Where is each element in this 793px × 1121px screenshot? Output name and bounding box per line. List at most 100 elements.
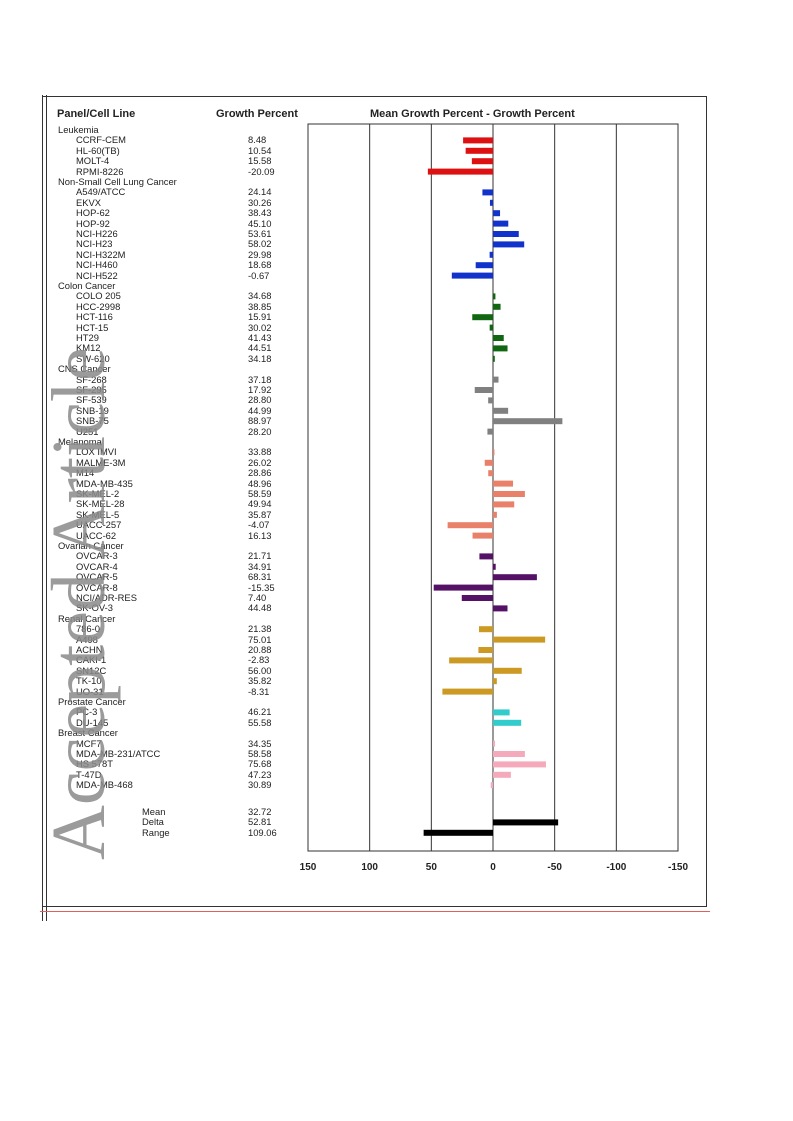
bar-ekvx	[489, 199, 493, 206]
x-tick-label: 150	[299, 862, 317, 873]
bar-nci-h226	[493, 231, 519, 237]
growth-percent-value: 30.89	[248, 779, 272, 791]
bar-m14	[488, 470, 493, 477]
growth-percent-value: 68.31	[248, 571, 272, 583]
cell-line-label: T-47D	[76, 768, 102, 780]
growth-percent-value: 34.35	[248, 737, 272, 749]
x-tick-label: -150	[667, 862, 689, 873]
bar-ovcar-8	[433, 584, 493, 591]
cell-line-label: MALME-3M	[76, 456, 126, 468]
bar-malme-3m	[484, 459, 493, 466]
growth-percent-value: 37.18	[248, 373, 272, 385]
cell-line-label: SK-OV-3	[76, 602, 113, 614]
growth-percent-value: 28.20	[248, 425, 272, 437]
growth-percent-value: 33.88	[248, 446, 272, 458]
bar-nci-adr-res	[461, 595, 493, 601]
cell-line-label: TK-10	[76, 675, 102, 687]
summary-label: Delta	[142, 816, 164, 828]
bar-hop-62	[493, 210, 501, 217]
frame-right	[706, 96, 707, 906]
cell-line-label: EKVX	[76, 196, 102, 208]
cell-line-label: U251	[76, 425, 99, 437]
cell-line-label: ACHN	[76, 644, 103, 655]
x-tick-label: -100	[606, 862, 627, 873]
bar-ovcar-5	[493, 574, 537, 581]
cell-line-label: HCT-15	[76, 321, 109, 333]
growth-percent-value: 88.97	[248, 415, 272, 427]
growth-percent-value: 20.88	[248, 644, 272, 655]
growth-percent-value: 49.94	[248, 498, 272, 510]
panel-label: Colon Cancer	[58, 280, 116, 291]
bar-du-145	[493, 719, 522, 726]
frame-top	[42, 96, 707, 97]
cell-line-label: COLO 205	[76, 290, 121, 302]
panel-label: Prostate Cancer	[58, 696, 126, 707]
cell-line-label: SF-295	[76, 384, 107, 395]
bottom-rule	[40, 911, 710, 912]
bar-uacc-257	[447, 522, 493, 529]
cell-line-label: UACC-62	[76, 529, 117, 541]
growth-percent-value: 47.23	[248, 768, 272, 780]
growth-percent-value: -4.07	[248, 519, 270, 531]
growth-percent-value: 44.99	[248, 404, 272, 416]
summary-label: Mean	[142, 806, 166, 817]
growth-percent-value: 15.58	[248, 155, 272, 167]
summary-value: 52.81	[248, 816, 272, 828]
growth-percent-value: 38.43	[248, 207, 272, 219]
bar-sk-mel-2	[493, 491, 525, 497]
x-tick-label: 0	[490, 862, 496, 873]
bar-mda-mb-435	[493, 480, 514, 487]
cell-line-label: SK-MEL-28	[76, 498, 125, 510]
growth-percent-value: 16.13	[248, 529, 272, 541]
cell-line-label: CAKI-1	[76, 654, 107, 666]
growth-percent-value: -2.83	[248, 654, 270, 666]
header-growth-percent: Growth Percent	[216, 108, 298, 120]
bar-molt-4	[471, 158, 493, 165]
growth-percent-value: 24.14	[248, 186, 272, 198]
bar-nci-h522	[451, 272, 493, 279]
bar-sf-268	[493, 376, 499, 383]
cell-line-label: MOLT-4	[76, 155, 110, 167]
growth-percent-value: 56.00	[248, 664, 272, 676]
panel-label: Breast Cancer	[58, 727, 118, 739]
bar-km12	[493, 345, 508, 352]
cell-line-label: DU-145	[76, 716, 109, 728]
bar-mda-mb-468	[490, 782, 493, 789]
growth-percent-value: 34.18	[248, 352, 272, 364]
cell-line-label: NCI-H322M	[76, 248, 126, 260]
bar-hct-116	[472, 314, 493, 321]
cell-line-label: LOX IMVI	[76, 446, 117, 458]
summary-bar-delta	[493, 819, 559, 826]
header-mean-growth: Mean Growth Percent - Growth Percent	[370, 108, 575, 120]
growth-percent-value: 28.80	[248, 394, 272, 406]
header-panel-cell-line: Panel/Cell Line	[57, 108, 136, 120]
cell-line-label: RPMI-8226	[76, 165, 124, 177]
bar-ovcar-3	[479, 553, 493, 560]
growth-percent-value: 75.68	[248, 758, 272, 770]
bar-uo-31	[442, 688, 493, 695]
cell-line-label: OVCAR-3	[76, 550, 118, 562]
bar-sw-620	[493, 355, 495, 362]
bar-colo-205	[493, 293, 496, 300]
summary-value: 32.72	[248, 806, 272, 817]
panel-label: Ovarian Cancer	[58, 540, 124, 551]
growth-percent-value: 35.82	[248, 675, 272, 687]
growth-percent-value: 21.71	[248, 550, 272, 562]
panel-label: CNS Cancer	[58, 363, 111, 375]
bar-a549-atcc	[482, 189, 493, 196]
cell-line-label: SF-539	[76, 394, 107, 406]
cell-line-label: SNB-75	[76, 415, 109, 427]
growth-percent-value: 8.48	[248, 134, 267, 146]
cell-line-label: SK-MEL-2	[76, 488, 120, 499]
summary-bar-range	[423, 829, 493, 836]
x-tick-label: 100	[361, 862, 378, 873]
x-tick-label: 50	[425, 862, 437, 873]
cell-line-label: HCC-2998	[76, 300, 121, 312]
cell-line-label: PC-3	[76, 706, 98, 718]
growth-percent-value: 44.51	[248, 342, 272, 354]
cell-line-label: HOP-62	[76, 207, 110, 219]
bar-u251	[487, 428, 493, 435]
bar-t-47d	[493, 771, 511, 778]
